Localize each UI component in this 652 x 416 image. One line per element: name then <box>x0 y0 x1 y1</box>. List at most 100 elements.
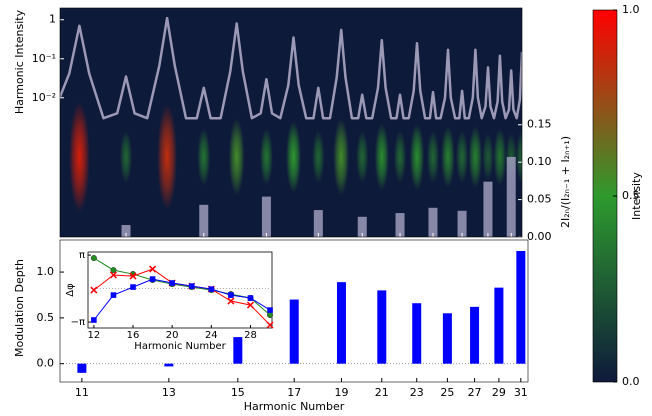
heatmap-spot <box>197 128 211 186</box>
bar <box>289 299 299 364</box>
y-tick-label: 1 <box>49 13 56 26</box>
x-tick-label: 19 <box>334 386 348 399</box>
y-tick-label: 10⁻¹ <box>32 52 56 65</box>
y-axis-label: Harmonic Intensity <box>13 9 26 114</box>
heatmap-spot <box>493 128 507 186</box>
series-line <box>93 278 271 321</box>
y2-tick-label: 0.00 <box>527 230 552 243</box>
marker <box>227 297 235 305</box>
ratio-bar <box>395 213 405 237</box>
heatmap-background <box>60 8 522 237</box>
x-tick-label: 23 <box>410 386 424 399</box>
bar <box>494 287 504 364</box>
heatmap-spot <box>515 130 522 184</box>
colorbar-tick-label: 1.0 <box>622 3 640 16</box>
marker <box>188 283 195 289</box>
marker <box>110 267 117 274</box>
y-tick-label: 0.5 <box>37 311 55 324</box>
heatmap-spot <box>374 123 389 191</box>
marker <box>246 301 254 309</box>
colorbar-tick-label: 0.5 <box>622 189 640 202</box>
heatmap-spot <box>468 125 483 189</box>
y-tick-label: π <box>79 250 85 261</box>
heatmap-spot <box>228 118 245 196</box>
y2-tick-label: 0.10 <box>527 155 552 168</box>
marker <box>267 307 273 313</box>
y-tick-label: 0.0 <box>37 357 55 370</box>
bar <box>470 306 480 364</box>
bar <box>336 282 346 364</box>
heatmap-spot <box>286 121 302 193</box>
marker <box>91 317 97 323</box>
marker <box>149 276 156 282</box>
ratio-bar <box>457 210 467 237</box>
ratio-bar <box>357 216 367 237</box>
inset-background <box>87 251 273 329</box>
x-tick-label: 12 <box>88 330 101 341</box>
bar <box>77 363 87 373</box>
x-tick-label: 24 <box>205 330 218 341</box>
x-tick-label: 25 <box>440 386 454 399</box>
marker <box>90 286 98 294</box>
marker <box>109 271 117 279</box>
plot-area <box>60 16 522 237</box>
bar <box>377 290 387 364</box>
heatmap-spot <box>409 123 425 191</box>
ratio-bar <box>121 225 131 237</box>
marker <box>149 265 157 273</box>
heatmap-spot <box>426 130 440 184</box>
colorbar-tick-label: 0.0 <box>622 375 640 388</box>
heatmap-spot <box>157 104 178 210</box>
heatmap-spot <box>356 130 369 184</box>
y2-axis-label: 2I₂ₙ/(I₂ₙ₋₁ + I₂ₙ₊₁) <box>559 136 572 228</box>
x-tick-label: 11 <box>75 386 89 399</box>
y2-tick-label: 0.15 <box>527 118 552 131</box>
y-tick-label: 1.0 <box>37 265 55 278</box>
x-tick-label: 28 <box>244 330 257 341</box>
x-tick-label: 29 <box>492 386 506 399</box>
ratio-bar <box>506 156 516 237</box>
x-axis-label: Harmonic Number <box>134 341 226 352</box>
heatmap-spot <box>312 130 325 184</box>
marker <box>90 255 97 262</box>
x-tick-label: 15 <box>231 386 245 399</box>
marker <box>266 311 274 319</box>
bar <box>233 337 243 364</box>
heatmap-spot <box>482 133 494 181</box>
heatmap-spot <box>259 128 273 186</box>
ratio-bar <box>261 196 271 237</box>
ratio-bar <box>313 210 323 237</box>
marker <box>208 286 215 292</box>
x-tick-label: 20 <box>166 330 179 341</box>
heatmap-spot <box>333 118 350 196</box>
bar <box>164 363 174 367</box>
heatmap-spot <box>441 125 455 189</box>
y-axis-label: Modulation Depth <box>13 259 26 357</box>
ratio-bar <box>428 207 438 237</box>
heatmap-spot <box>119 130 133 184</box>
bar <box>516 250 526 364</box>
x-axis-label: Harmonic Number <box>244 400 345 413</box>
x-tick-label: 16 <box>127 330 140 341</box>
marker <box>228 292 234 298</box>
heatmap-spot <box>455 130 469 184</box>
ratio-bar <box>483 181 493 237</box>
heatmap-spot <box>393 130 407 184</box>
y-tick-label: −π <box>71 317 85 328</box>
y-axis-label: Δφ <box>65 283 76 297</box>
colorbar-label: Intensity <box>630 172 643 220</box>
intensity-curve <box>60 16 522 120</box>
heatmap-spot <box>69 101 90 213</box>
marker <box>130 284 136 290</box>
plot-frame <box>59 7 523 238</box>
x-tick-label: 13 <box>162 386 176 399</box>
y-tick-label: 10⁻² <box>32 91 56 104</box>
marker <box>129 272 137 280</box>
x-tick-label: 17 <box>287 386 301 399</box>
ratio-bar <box>199 204 209 237</box>
y2-tick-label: 0.05 <box>527 193 552 206</box>
marker <box>169 280 175 286</box>
marker <box>110 292 117 298</box>
marker <box>247 295 254 301</box>
